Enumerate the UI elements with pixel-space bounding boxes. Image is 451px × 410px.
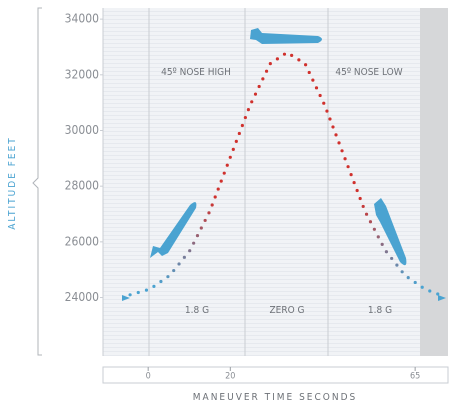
y-bracket — [32, 7, 42, 356]
y-tick-label: 26000 — [65, 234, 99, 248]
plane-icons — [122, 28, 446, 301]
plane-dive — [374, 198, 407, 266]
plot-margin — [420, 8, 448, 356]
y-axis-label: ALTITUDE FEET — [7, 136, 18, 230]
phase-label: 1.8 G — [368, 305, 392, 316]
phase-label: ZERO G — [269, 305, 304, 316]
profile-line — [128, 50, 442, 297]
plane-level — [250, 28, 322, 44]
x-axis-label: MANEUVER TIME SECONDS — [193, 392, 357, 403]
x-tick-label: 0 — [146, 372, 151, 382]
y-tick-label: 34000 — [65, 12, 99, 26]
y-tick-label: 24000 — [65, 290, 99, 304]
x-tick-label: 20 — [225, 372, 235, 382]
arrow-marker — [438, 295, 446, 301]
y-tick-label: 32000 — [65, 67, 99, 81]
phase-label: 45º NOSE LOW — [335, 67, 402, 78]
y-tick-label: 30000 — [65, 123, 99, 137]
plot-background — [103, 8, 420, 356]
phase-label: 45º NOSE HIGH — [161, 67, 231, 78]
x-axis-bar — [102, 366, 449, 384]
x-tick-label: 65 — [410, 372, 420, 382]
plane-climb — [150, 202, 197, 258]
y-tick-label: 28000 — [65, 179, 99, 193]
phase-label: 1.8 G — [185, 305, 209, 316]
arrow-marker — [122, 295, 130, 301]
